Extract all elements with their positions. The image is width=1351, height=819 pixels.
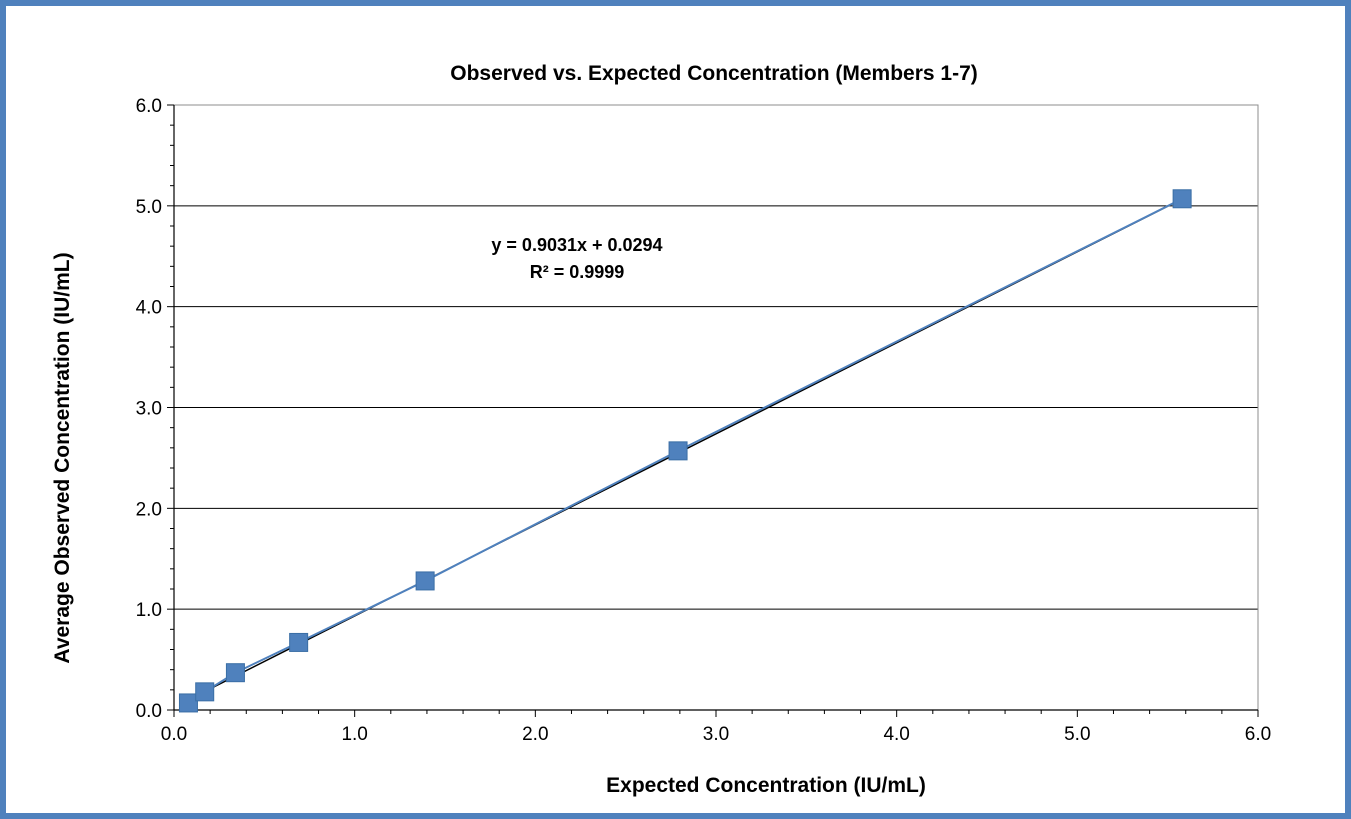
r-squared-label: R² = 0.9999 bbox=[530, 262, 625, 282]
series-layer bbox=[178, 189, 1192, 713]
chart-title: Observed vs. Expected Concentration (Mem… bbox=[450, 62, 978, 85]
y-tick-label: 3.0 bbox=[136, 399, 162, 420]
data-point bbox=[225, 663, 245, 683]
y-tick-label: 4.0 bbox=[136, 298, 162, 319]
y-tick-label: 5.0 bbox=[136, 197, 162, 218]
y-tick-label: 6.0 bbox=[136, 96, 162, 117]
x-tick-label: 0.0 bbox=[161, 724, 187, 745]
gridlines bbox=[174, 205, 1258, 610]
x-axis-title: Expected Concentration (IU/mL) bbox=[606, 774, 926, 797]
data-point bbox=[668, 441, 688, 461]
axes bbox=[167, 104, 1259, 717]
y-tick-label: 2.0 bbox=[136, 499, 162, 520]
trendline-equation: y = 0.9031x + 0.0294 bbox=[491, 235, 662, 255]
x-tick-label: 3.0 bbox=[703, 724, 729, 745]
tick-labels: 0.0 1.0 2.0 3.0 4.0 5.0 6.0 0.0 1.0 2.0 3.0 4.0 5.0 6… bbox=[136, 96, 1272, 745]
data-point bbox=[1172, 189, 1192, 209]
y-axis-title: Average Observed Concentration (IU/mL) bbox=[51, 252, 74, 663]
data-point bbox=[289, 632, 309, 652]
x-tick-label: 2.0 bbox=[522, 724, 548, 745]
data-point bbox=[178, 693, 198, 713]
y-tick-label: 0.0 bbox=[136, 701, 162, 722]
x-tick-label: 1.0 bbox=[341, 724, 367, 745]
data-point bbox=[195, 682, 215, 702]
x-tick-label: 4.0 bbox=[883, 724, 909, 745]
x-tick-label: 6.0 bbox=[1245, 724, 1271, 745]
x-tick-label: 5.0 bbox=[1064, 724, 1090, 745]
data-point bbox=[415, 571, 435, 591]
y-tick-label: 1.0 bbox=[136, 600, 162, 621]
